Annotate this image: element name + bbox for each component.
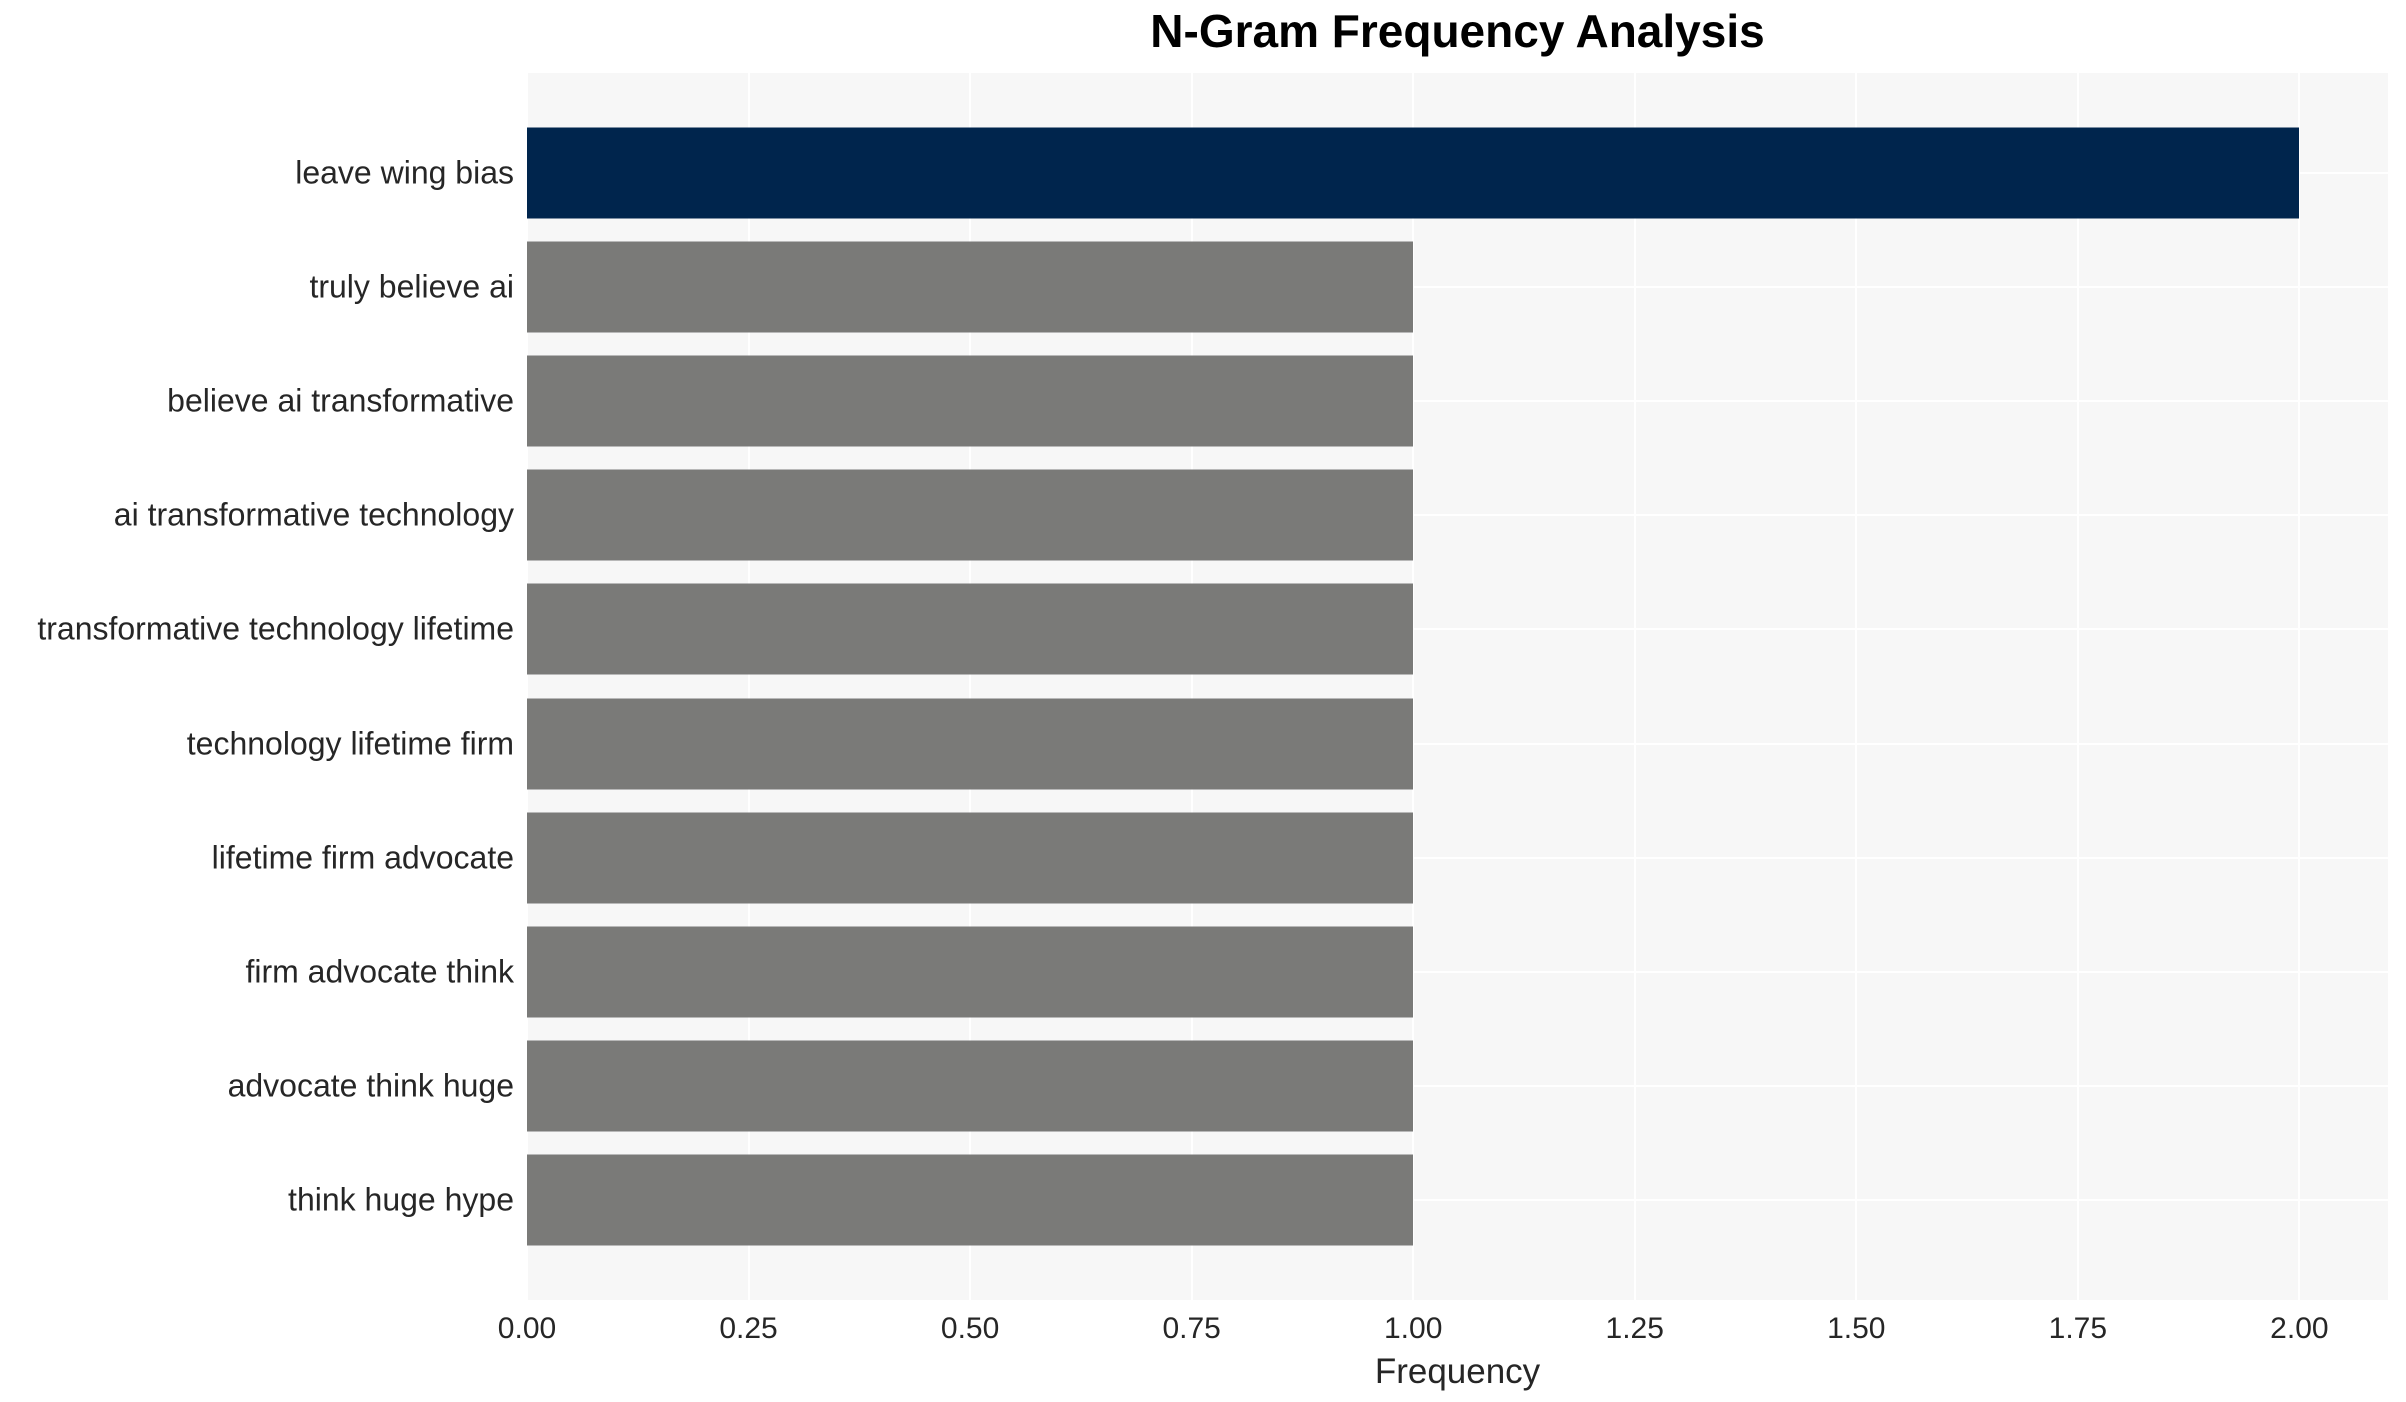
bar-row: advocate think huge	[228, 1029, 2388, 1143]
y-axis-label: lifetime firm advocate	[211, 839, 514, 876]
horizontal-gridline	[527, 400, 2388, 403]
y-axis-label: technology lifetime firm	[186, 725, 514, 762]
vertical-gridline	[2298, 73, 2301, 1300]
vertical-gridline	[1855, 73, 1858, 1300]
bar-row: transformative technology lifetime	[37, 572, 2388, 686]
x-tick-label: 0.75	[1162, 1312, 1221, 1345]
vertical-gridline	[1412, 73, 1415, 1300]
bar-row: ai transformative technology	[114, 458, 2388, 572]
bar-row: leave wing bias	[295, 116, 2388, 230]
y-axis-label: ai transformative technology	[113, 496, 514, 533]
bar-row: believe ai transformative	[167, 344, 2388, 458]
vertical-gridline	[2076, 73, 2079, 1300]
bar	[527, 241, 1414, 333]
y-axis-label: leave wing bias	[295, 154, 514, 191]
plot-area: leave wing bias truly believe ai believe a…	[37, 73, 2388, 1300]
y-axis-label: think huge hype	[288, 1181, 514, 1218]
bar-row: lifetime firm advocate	[212, 801, 2388, 915]
y-axis-label: believe ai transformative	[167, 382, 514, 419]
horizontal-gridline	[527, 514, 2388, 517]
vertical-gridline	[1190, 73, 1193, 1300]
horizontal-gridline	[527, 628, 2388, 631]
bar	[527, 1154, 1414, 1246]
bar-row: technology lifetime firm	[187, 686, 2388, 800]
bar	[527, 698, 1414, 790]
x-tick-label: 1.00	[1383, 1312, 1443, 1345]
bar-rows: leave wing bias truly believe ai believe a…	[37, 73, 2388, 1300]
bar-row: firm advocate think	[245, 915, 2388, 1029]
bar	[527, 583, 1414, 675]
vertical-gridline	[747, 73, 750, 1300]
vertical-gridline	[1633, 73, 1636, 1300]
bar	[527, 1040, 1414, 1132]
x-axis-label: Frequency	[1374, 1352, 1541, 1391]
bar	[527, 355, 1414, 447]
horizontal-gridline	[527, 856, 2388, 859]
horizontal-gridline	[527, 970, 2388, 973]
x-tick-label: 0.00	[497, 1312, 557, 1345]
bar-row: think huge hype	[288, 1143, 2388, 1257]
horizontal-gridline	[527, 286, 2388, 289]
x-tick-label: 1.75	[2048, 1312, 2108, 1345]
bar-row: truly believe ai	[309, 230, 2388, 344]
y-axis-label: transformative technology lifetime	[37, 610, 514, 647]
bar	[527, 127, 2300, 219]
x-tick-label: 1.50	[1827, 1312, 1886, 1345]
y-axis-label: advocate think huge	[227, 1067, 514, 1104]
x-tick-label: 0.50	[940, 1312, 1000, 1345]
horizontal-gridline	[527, 1084, 2388, 1087]
bar	[527, 926, 1414, 1018]
x-tick-label: 0.25	[719, 1312, 778, 1345]
vertical-gridline	[526, 73, 528, 1300]
x-tick-label: 2.00	[2270, 1312, 2329, 1345]
chart-title: N-Gram Frequency Analysis	[1150, 5, 1765, 57]
y-axis-label: truly believe ai	[309, 268, 514, 305]
bar	[527, 812, 1414, 904]
x-axis-ticks: 0.00 0.25 0.50 0.75 1.00 1.25 1.50 1.75 2.00	[498, 1300, 2388, 1352]
horizontal-gridline	[527, 1198, 2388, 1201]
horizontal-gridline	[527, 742, 2388, 745]
vertical-gridline	[969, 73, 972, 1300]
x-tick-label: 1.25	[1605, 1312, 1664, 1345]
y-axis-label: firm advocate think	[245, 953, 514, 990]
bar	[527, 469, 1414, 561]
